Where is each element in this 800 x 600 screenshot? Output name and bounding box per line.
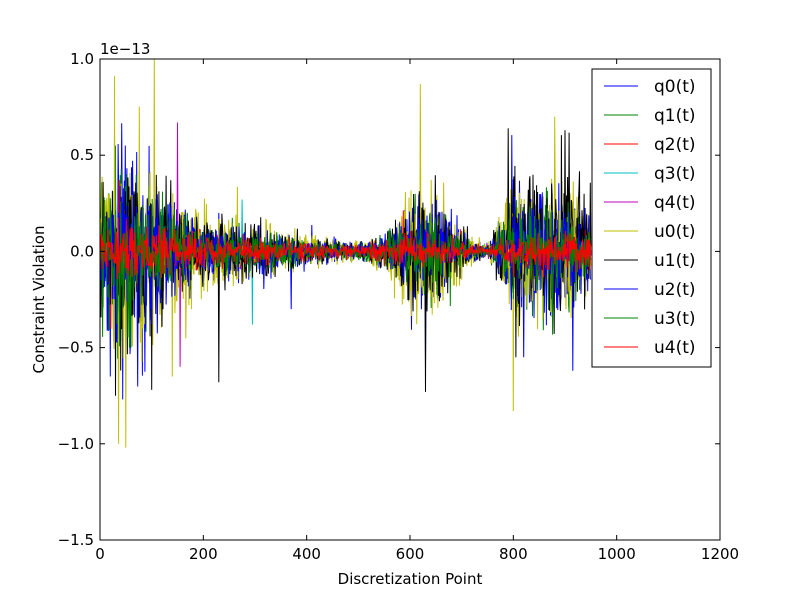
series-line-u0t bbox=[100, 59, 592, 448]
legend-entry-label: q0(t) bbox=[654, 77, 696, 97]
x-axis-label: Discretization Point bbox=[338, 570, 483, 588]
legend-entry-label: q3(t) bbox=[654, 164, 696, 184]
series-line-u4t bbox=[100, 217, 592, 280]
x-tick-label: 1000 bbox=[598, 545, 636, 563]
legend: q0(t) q1(t) q2(t) q3(t) q4(t) u0(t) u1(t) u2(t)… bbox=[591, 68, 712, 368]
y-tick-label: −0.5 bbox=[58, 339, 94, 357]
legend-entry-label: q1(t) bbox=[654, 106, 696, 126]
x-tick-label: 200 bbox=[189, 545, 218, 563]
y-tick-label: 0.0 bbox=[70, 242, 94, 260]
y-tick-label: 1.0 bbox=[70, 50, 94, 68]
x-tick-label: 800 bbox=[499, 545, 528, 563]
legend-entry-label: u2(t) bbox=[654, 280, 696, 300]
legend-box bbox=[591, 68, 712, 368]
y-tick-label: −1.5 bbox=[58, 531, 94, 549]
legend-entry-label: u1(t) bbox=[654, 251, 696, 271]
y-tick-label: 0.5 bbox=[70, 146, 94, 164]
y-axis-label: Constraint Violation bbox=[30, 226, 48, 374]
legend-entry-label: u4(t) bbox=[654, 338, 696, 358]
x-tick-label: 0 bbox=[95, 545, 105, 563]
y-scale-note: 1e−13 bbox=[100, 40, 150, 58]
legend-entry-label: q4(t) bbox=[654, 193, 696, 213]
x-axis: 0 200 400 600 800 1000 1200 bbox=[95, 59, 739, 563]
legend-entry-label: q2(t) bbox=[654, 135, 696, 155]
x-tick-label: 600 bbox=[396, 545, 425, 563]
y-tick-label: −1.0 bbox=[58, 435, 94, 453]
x-tick-label: 1200 bbox=[701, 545, 739, 563]
series-layer bbox=[100, 59, 592, 448]
x-tick-label: 400 bbox=[292, 545, 321, 563]
legend-entry-label: u3(t) bbox=[654, 309, 696, 329]
legend-entry-label: u0(t) bbox=[654, 222, 696, 242]
y-axis: −1.5 −1.0 −0.5 0.0 0.5 1.0 bbox=[58, 50, 720, 549]
